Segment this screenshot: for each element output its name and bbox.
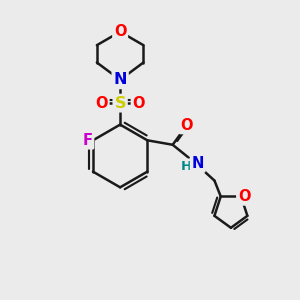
Text: O: O <box>181 118 193 133</box>
Text: O: O <box>238 189 250 204</box>
Text: O: O <box>95 96 108 111</box>
Text: S: S <box>114 96 126 111</box>
Text: F: F <box>82 133 93 148</box>
Text: N: N <box>192 156 204 171</box>
Text: O: O <box>114 24 126 39</box>
Text: O: O <box>132 96 145 111</box>
Text: H: H <box>181 160 192 173</box>
Text: N: N <box>113 72 127 87</box>
